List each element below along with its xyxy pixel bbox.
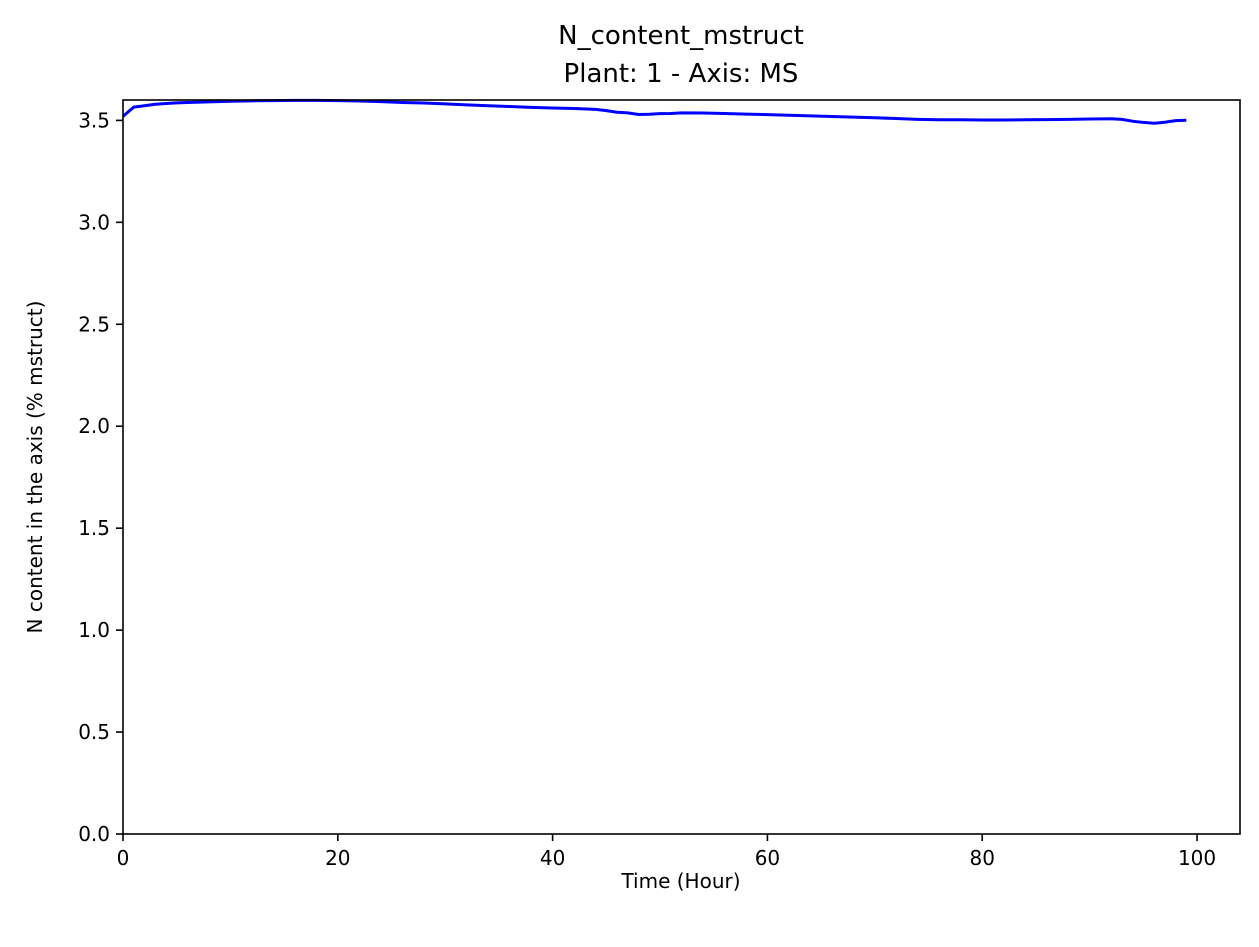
y-tick-label: 3.5 (78, 108, 110, 132)
chart-subtitle: Plant: 1 - Axis: MS (564, 59, 799, 89)
series-line (122, 98, 1187, 125)
plot-area-frame (122, 99, 1241, 835)
x-axis-label: Time (Hour) (620, 869, 740, 893)
x-tick-label: 20 (325, 846, 350, 870)
x-tick-label: 60 (755, 846, 780, 870)
y-tick-label: 0.5 (78, 720, 110, 744)
x-axis-ticks: 0 20 40 60 80 100 (117, 834, 1216, 870)
x-tick-label: 40 (540, 846, 565, 870)
x-tick-label: 0 (117, 846, 130, 870)
y-tick-label: 1.0 (78, 618, 110, 642)
y-tick-label: 1.5 (78, 516, 110, 540)
x-tick-label: 100 (1178, 846, 1216, 870)
y-tick-label: 0.0 (78, 822, 110, 846)
y-tick-label: 2.0 (78, 414, 110, 438)
y-tick-label: 3.0 (78, 210, 110, 234)
y-axis-label: N content in the axis (% mstruct) (23, 301, 47, 634)
y-axis-ticks: 0.0 0.5 1.0 1.5 2.0 2.5 3.0 3.5 (78, 108, 123, 846)
y-tick-label: 2.5 (78, 312, 110, 336)
chart-title: N_content_mstruct (558, 21, 804, 51)
x-tick-label: 80 (970, 846, 995, 870)
